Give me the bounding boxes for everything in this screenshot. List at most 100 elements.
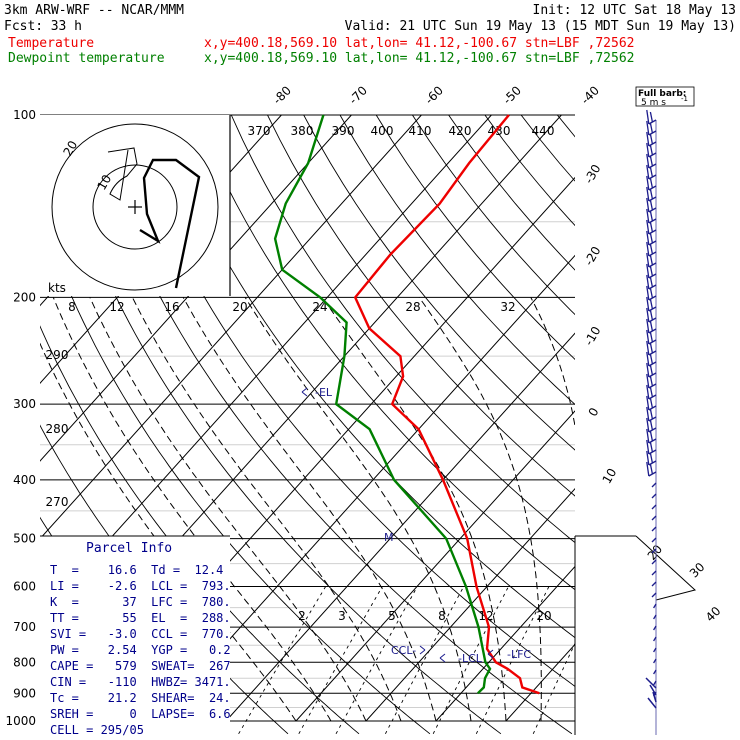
thetae-label: 24 — [312, 300, 327, 314]
thetae-label: 12 — [109, 300, 124, 314]
pressure-tick-label: 500 — [13, 532, 36, 546]
wind-barb-flag — [649, 386, 654, 398]
hodograph-trace — [139, 158, 201, 289]
theta-label: 280 — [46, 422, 69, 436]
mixing-ratio-line — [335, 586, 418, 735]
wind-barb-flag — [649, 232, 654, 244]
wind-barb-surface — [647, 697, 657, 709]
wind-barb-flag — [646, 384, 650, 400]
wind-barb-flag — [649, 166, 654, 178]
parcel-info-row: CELL = 295/05 — [50, 723, 144, 737]
dry-adiabat-line — [267, 115, 575, 497]
thetae-label: 8 — [68, 300, 76, 314]
dry-adiabat-line — [375, 115, 575, 360]
wind-barb-staff — [653, 603, 657, 609]
wind-barb-flag — [649, 441, 654, 453]
wind-barb-staff — [651, 570, 657, 576]
wind-barb — [651, 504, 657, 510]
dry-adiabat-line — [49, 115, 502, 735]
hodograph-units-label: kts — [48, 281, 66, 295]
pressure-tick-label: 900 — [13, 686, 36, 700]
mixing-ratio-line — [238, 586, 326, 735]
wind-barb — [651, 570, 657, 576]
wind-barb-flag — [646, 285, 650, 301]
wind-barb — [653, 658, 657, 664]
annotation-arrow — [487, 653, 494, 659]
theta-label: 380 — [291, 124, 314, 138]
parcel-info-row: TT = 55 EL = 288. — [50, 611, 231, 625]
dry-adiabat-line — [520, 115, 575, 182]
wind-barb-flag — [646, 450, 650, 466]
parcel-info-row: SVI = -3.0 CCL = 770. — [50, 627, 231, 641]
mixing-ratio-label: 3 — [338, 609, 346, 623]
theta-label: 290 — [46, 348, 69, 362]
temperature-tick-label: -60 — [422, 83, 446, 107]
wind-barb — [653, 636, 657, 642]
wind-barb-flag — [649, 342, 654, 354]
wind-barb — [651, 526, 657, 532]
isotherm-line — [40, 115, 492, 618]
lcl-annotation: -LCL — [458, 652, 483, 665]
pressure-tick-label: 400 — [13, 473, 36, 487]
pressure-tick-label: 800 — [13, 655, 36, 669]
wind-barb-staff — [651, 559, 657, 565]
wind-barb-flag — [649, 111, 654, 123]
wind-barb-staff — [651, 581, 657, 587]
wind-barb-flag — [649, 375, 654, 387]
hodograph-ring-10 — [92, 164, 178, 250]
temperature-profile-line — [353, 114, 540, 695]
wind-barb — [651, 515, 657, 521]
wind-barb-surface — [645, 677, 657, 689]
wind-barb-flag — [646, 373, 650, 389]
wind-legend: Full barb: 5 m s -1 — [635, 86, 695, 108]
pressure-tick-label: 300 — [13, 397, 36, 411]
wind-barb — [651, 493, 657, 499]
mixing-ratio-line — [532, 642, 575, 734]
wind-barb-flag — [646, 142, 650, 158]
mixing-ratio-label: 20 — [536, 609, 551, 623]
annotation-arrow — [419, 649, 426, 655]
temperature-tick-label: 0 — [586, 405, 602, 419]
isotherm-line — [365, 488, 575, 722]
wind-barb — [646, 461, 657, 477]
wind-barb-flag — [646, 362, 650, 378]
dewpoint-location-info: x,y=400.18,569.10 lat,lon= 41.12,-100.67… — [204, 51, 634, 66]
theta-label: 400 — [371, 124, 394, 138]
thetae-label: 28 — [405, 300, 420, 314]
temperature-tick-label: 10 — [600, 466, 620, 486]
wind-barb-flag — [646, 329, 650, 345]
wind-legend-exponent: -1 — [681, 95, 688, 103]
wind-barb-flag — [649, 221, 654, 233]
wind-barb-flag — [649, 287, 654, 299]
wind-barb-flag — [649, 122, 654, 134]
valid-time: Valid: 21 UTC Sun 19 May 13 (15 MDT Sun … — [345, 19, 736, 34]
legend-dewpoint: Dewpoint temperature — [8, 51, 165, 66]
temperature-tick-label: -70 — [346, 83, 370, 107]
thetae-label: 20 — [232, 300, 247, 314]
wind-barb-flag — [646, 406, 650, 422]
wind-barb-staff — [653, 636, 657, 642]
hodograph-ring-label-20: 20 — [60, 138, 80, 158]
wind-barb-flag — [649, 452, 654, 464]
fcst-label: Fcst: — [4, 19, 43, 34]
wind-barb-flag — [649, 331, 654, 343]
isotherm-line — [225, 332, 575, 722]
isotherm-line — [576, 115, 740, 721]
temperature-tick-label: -10 — [582, 324, 604, 348]
wind-barb-flag — [646, 395, 650, 411]
temperature-tick-label: 30 — [687, 560, 708, 581]
wind-barb-flag — [649, 364, 654, 376]
isotherm-line — [646, 115, 740, 721]
wind-barb — [646, 109, 657, 125]
ccl-annotation: CCL- — [391, 644, 416, 657]
init-time: Init: 12 UTC Sat 18 May 13 — [533, 3, 737, 18]
wind-barb-surface — [652, 691, 657, 703]
wind-barb-flag — [646, 318, 650, 334]
wind-barb-flag — [646, 241, 650, 257]
wind-barb-staff — [653, 680, 657, 686]
wind-barb-flag — [649, 210, 654, 222]
wind-barb — [653, 669, 657, 675]
wind-barb-flag — [646, 351, 650, 367]
wind-barb-flag — [646, 461, 650, 477]
